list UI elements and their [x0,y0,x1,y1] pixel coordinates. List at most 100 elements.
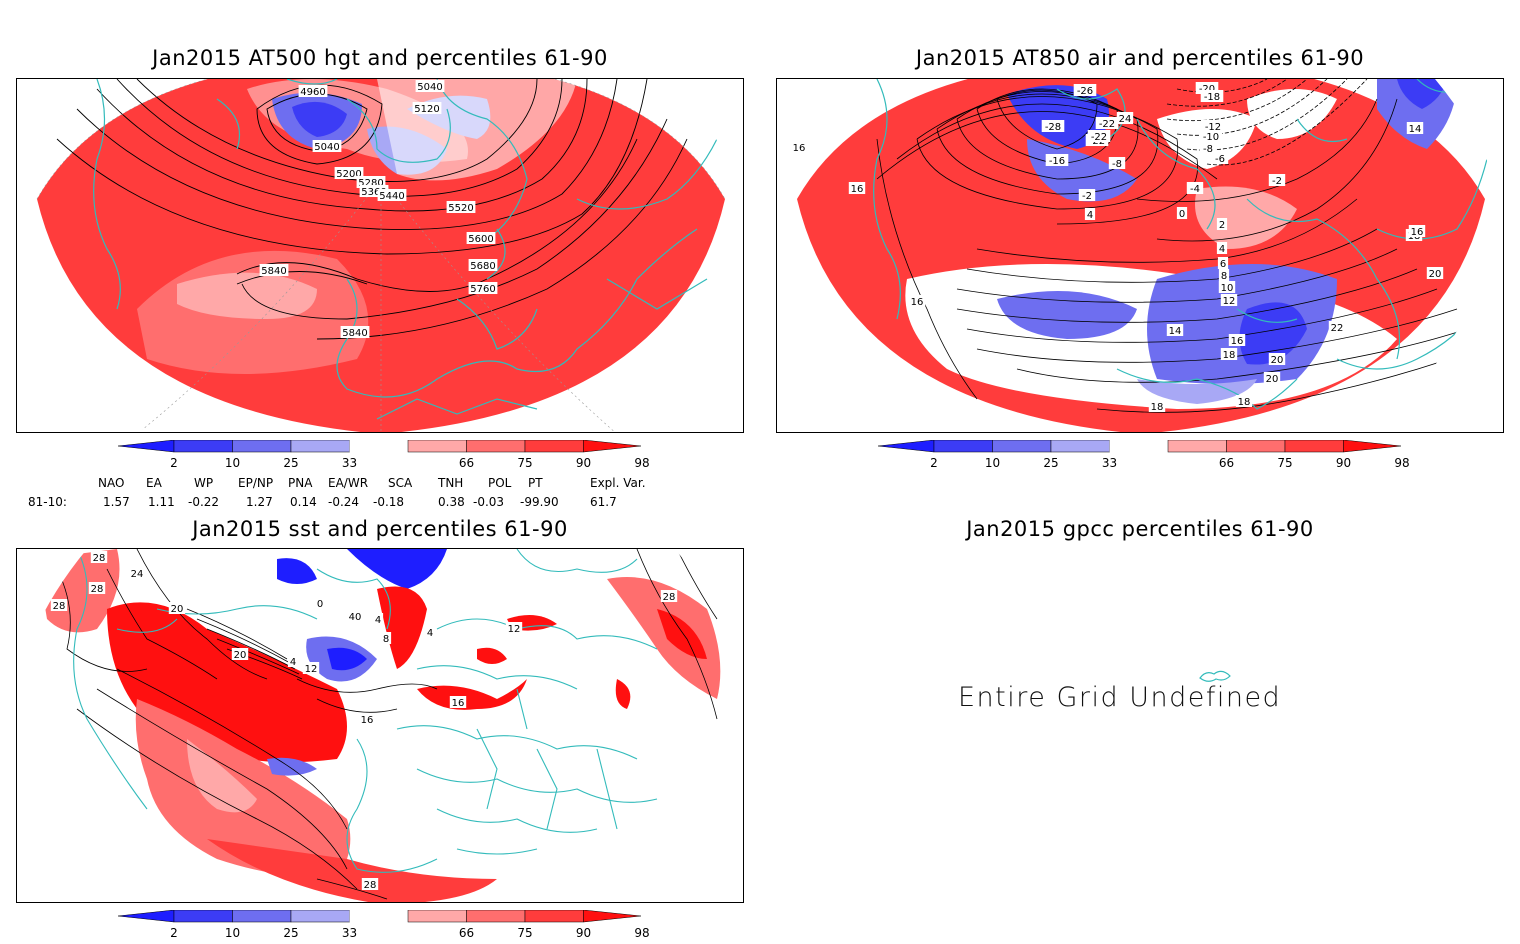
contour-label: 5040 [314,142,339,153]
colorbar-segment [1167,440,1227,453]
contour-label: -22 [1099,119,1115,130]
contour-label: 0 [317,599,323,610]
contour-label: 2 [1219,220,1225,231]
contour-label: 16 [452,698,465,709]
coastlines-sst [73,549,658,873]
contour-label-bg [446,201,476,213]
contour-label: 22 [1331,323,1344,334]
contour-label: -10 [1203,132,1219,143]
contour-label: 20 [1266,374,1279,385]
colorbar-segment [173,910,233,923]
colorbar-segment [524,440,584,453]
colorbar-tick-label: 66 [458,926,475,940]
contour-label: -26 [1077,86,1093,97]
contour-label-bg [168,602,186,614]
panel-title-hgt: Jan2015 AT500 hgt and percentiles 61-90 [152,46,608,70]
contour-label: 10 [1221,283,1234,294]
colorbar-tick-label: 2 [170,456,178,470]
contour-label: 20 [171,604,184,615]
contour-label-bg [298,85,328,97]
contour-label: 14 [1409,124,1422,135]
contour-label: 5200 [336,169,361,180]
colorbar-segment [933,440,993,453]
contour-label: 4 [290,657,296,668]
contour-label-bg [415,80,445,92]
index-header: EA/WR [328,476,369,490]
contours-hgt [56,79,688,340]
index-value: -99.90 [520,495,559,509]
contour-label: 5840 [261,266,286,277]
contour-label-bg [505,622,523,634]
colorbar-tick-label: 98 [1394,456,1410,470]
contour-label: 8 [1221,271,1227,282]
contour-label-bg [259,264,289,276]
colorbar-arrow-high [583,910,642,923]
contour-label-bg [1216,242,1228,254]
contour-label-bg [314,597,326,609]
contour-label-bg [1201,120,1225,132]
contour-label: -22 [1091,132,1107,143]
contour-label: 16 [1231,336,1244,347]
index-header: POL [488,476,512,490]
colorbar-tick-label: 10 [224,926,241,940]
contour-label: 16 [911,297,924,308]
contour-label: 20 [234,650,247,661]
colorbar-segment [349,910,408,922]
contour-label-bg [1218,281,1236,293]
colorbar-arrow-high [583,440,642,453]
colorbar-tick-label: 66 [1218,456,1235,470]
contour-label: 5760 [470,284,495,295]
contour-label: -8 [1203,144,1213,155]
contour-label: 14 [1169,326,1182,337]
colorbar-segment [1109,440,1168,452]
contour-label: 28 [91,584,104,595]
index-header: EP/NP [238,476,274,490]
contour-label: -8 [1112,159,1122,170]
contour-label-bg [372,613,384,625]
contour-label: 18 [1238,397,1251,408]
contour-label: 12 [508,624,521,635]
gpcc-small-coast-icon [1199,670,1231,682]
contour-label: 8 [383,634,389,645]
contour-label: 5280 [358,178,383,189]
index-value: -0.03 [473,495,505,509]
index-header: Expl. Var. [590,476,646,490]
contour-label-bg [1199,130,1223,142]
contour-label-bg [380,632,392,644]
contour-label-bg [90,551,108,563]
contour-label-bg [377,189,407,201]
contour-label-bg [449,696,467,708]
contour-label: -18 [1204,92,1220,103]
colorbar-segment [407,910,467,923]
contour-label: 16 [851,184,864,195]
contour-label-bg [334,167,364,179]
contour-label: 5520 [448,203,473,214]
contour-label-bg [660,590,678,602]
contour-label-bg [340,326,370,338]
contour-label-bg [231,648,249,660]
colorbar-segment [466,910,526,923]
contour-label-bg [1166,324,1184,336]
index-row-label: 81-10: [28,495,67,509]
contour-label: 24 [131,569,144,580]
contours-sst [56,549,718,900]
contour-label-bg [1426,267,1444,279]
contour-label-bg [1108,157,1126,169]
colorbar-arrow-low [878,440,935,453]
map-sst: 28 24 20 28 28 20 4 12 0 16 16 40 4 8 4 28 28 12 [16,548,744,903]
colorbar-segment [173,440,233,453]
contour-label: 20 [1271,355,1284,366]
contour-label: 5040 [417,82,442,93]
index-header: EA [146,476,162,490]
contour-label: 16 [1411,227,1424,238]
map-hgt: 4960 5040 5040 5120 5200 5280 5360 5440 5520 5600… [16,78,744,433]
contour-label-bg [1148,400,1166,412]
contour-label: 5440 [379,191,404,202]
colorbar-segment [232,440,292,453]
contour-label-bg [1263,372,1281,384]
index-header: SCA [388,476,413,490]
contour-label-bg [1228,334,1246,346]
colorbar-hgt: 2 10 25 33 66 75 90 98 [118,440,650,474]
contour-label: 0 [1179,209,1185,220]
